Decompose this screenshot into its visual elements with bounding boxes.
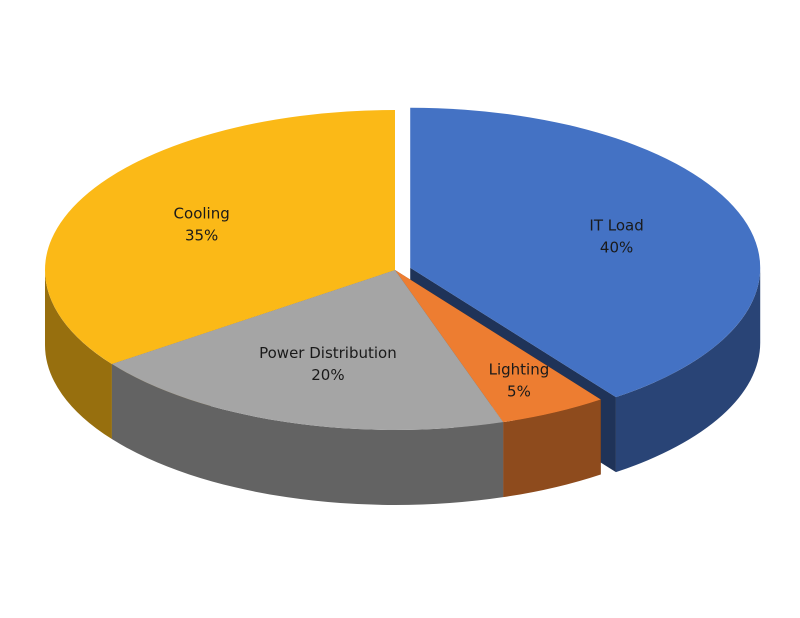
slice-value-label: 40% <box>600 239 633 257</box>
slice-label: IT Load <box>589 217 643 235</box>
slice-wall <box>111 364 504 506</box>
slice <box>410 107 761 398</box>
slice-value-label: 35% <box>185 226 218 244</box>
slice-wall <box>503 399 601 498</box>
tops <box>44 107 761 431</box>
slice-value-label: 20% <box>311 366 344 384</box>
slice-label: Cooling <box>174 204 230 222</box>
slice-wall <box>45 270 112 440</box>
slice-label: Power Distribution <box>259 344 397 362</box>
slice <box>111 270 504 431</box>
labels: IT Load 40% Lighting 5% Power Distribution 20… <box>174 204 644 400</box>
slice <box>44 110 396 365</box>
slice-value-label: 5% <box>507 383 531 401</box>
slice <box>395 270 601 423</box>
slice-wall <box>615 267 761 473</box>
slice-label: Lighting <box>489 361 550 379</box>
